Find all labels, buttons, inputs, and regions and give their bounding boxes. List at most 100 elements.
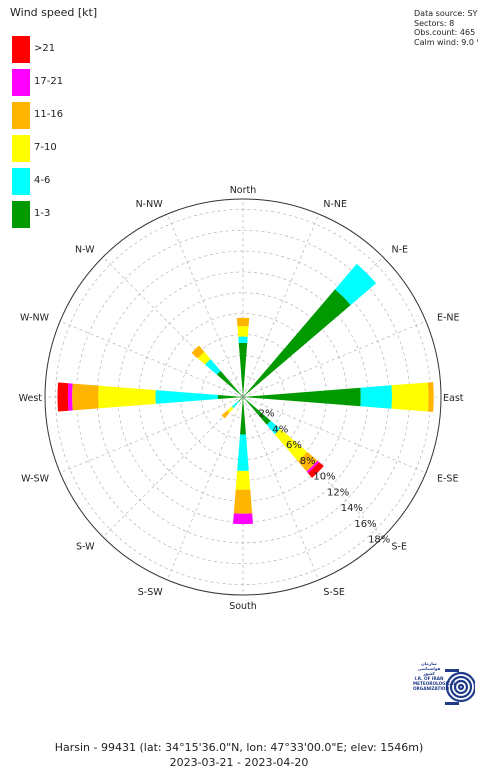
bar-segment-11-16 <box>221 410 230 419</box>
logo-line-1: I.R. OF IRAN <box>414 676 444 681</box>
tick-label-4: 4% <box>272 424 288 435</box>
sectors-text: Sectors: 8 <box>414 18 455 28</box>
bar-segment-4-6 <box>238 336 248 343</box>
direction-label-s-sw: S-SW <box>138 587 163 598</box>
bar-segment-11-16 <box>233 489 253 514</box>
legend-item: >21 <box>12 36 82 63</box>
legend-title: Wind speed [kt] <box>10 6 98 19</box>
bar-segment-7-10 <box>197 351 211 365</box>
legend-item: 1-3 <box>12 201 82 228</box>
bar-segment-4-6 <box>266 420 281 435</box>
bar-segment-1-3 <box>240 397 246 435</box>
bar-segment-1-3 <box>238 342 248 397</box>
legend-item: 7-10 <box>12 135 82 162</box>
legend-label: 17-21 <box>34 76 64 87</box>
sector-s-e <box>243 397 324 478</box>
direction-label-n-e: N-E <box>391 245 408 256</box>
direction-label-n-ne: N-NE <box>323 199 347 210</box>
logo-emblem-icon <box>445 669 477 705</box>
tick-label-2: 2% <box>259 409 275 420</box>
calm-wind-text: Calm wind: 9.0 % <box>414 37 478 47</box>
direction-labels: North N-NE N-E E-NE East E-SE S-E S-SE South S-SW… <box>19 185 464 612</box>
obs-count-text: Obs.count: 465 <box>414 28 476 37</box>
bar-segment-7-10 <box>274 428 308 462</box>
bar-segment-1-3 <box>238 397 243 402</box>
tick-label-12: 12% <box>327 487 349 498</box>
legend-swatch <box>12 201 30 228</box>
bar-segment-1-3 <box>243 387 361 407</box>
direction-label-s-se: S-SE <box>323 587 345 598</box>
bar-segment-11-16 <box>427 382 434 412</box>
bar-segment-1-3 <box>243 397 271 425</box>
outer-circle <box>44 198 442 596</box>
legend-swatch <box>12 69 30 96</box>
date-range: 2023-03-21 - 2023-04-20 <box>169 756 309 769</box>
bar-segment->21 <box>307 461 324 478</box>
logo-line-2: METEOROLOGICAL <box>413 681 457 686</box>
legend-label: 7-10 <box>34 142 57 153</box>
grid-spoke <box>242 396 427 474</box>
grid-spoke <box>166 213 244 398</box>
grid-spoke <box>59 320 244 398</box>
legend-label: 4-6 <box>34 175 51 186</box>
sector-east <box>243 382 434 412</box>
sector-n-e <box>243 263 377 397</box>
bar-segment-7-10 <box>235 470 251 490</box>
direction-label-west: West <box>19 393 43 404</box>
bar-segment-4-6 <box>231 401 239 409</box>
direction-label-east: East <box>443 393 464 404</box>
bar-segment-4-6 <box>360 385 393 409</box>
direction-label-e-ne: E-NE <box>437 313 460 324</box>
sector-south <box>233 397 253 525</box>
sector-n-w <box>191 345 243 397</box>
tick-label-10: 10% <box>313 472 335 483</box>
bar-segment-17-21 <box>67 383 73 411</box>
grid-spoke <box>102 396 244 538</box>
bar-segment-17-21 <box>306 460 320 474</box>
bar-segment-7-10 <box>227 406 234 413</box>
bar-segment-17-21 <box>233 513 253 525</box>
tick-label-18: 18% <box>368 535 390 546</box>
direction-label-s-e: S-E <box>391 541 406 552</box>
legend-swatch <box>12 168 30 195</box>
direction-label-n-w: N-W <box>75 245 95 256</box>
legend-swatch <box>12 135 30 162</box>
direction-label-n-nw: N-NW <box>136 199 164 210</box>
sector-west <box>57 382 243 412</box>
tick-label-6: 6% <box>286 440 302 451</box>
tick-label-8: 8% <box>300 456 316 467</box>
grid-spoke <box>59 396 244 474</box>
direction-label-s-w: S-W <box>76 541 95 552</box>
legend-item: 17-21 <box>12 69 82 96</box>
bar-segment-7-10 <box>237 326 249 337</box>
legend-item: 4-6 <box>12 168 82 195</box>
sector-s-w <box>221 397 243 419</box>
logo-script: سازمان هواشناسی کشور <box>417 661 441 676</box>
legend-label: 1-3 <box>34 208 51 219</box>
tick-label-14: 14% <box>341 503 363 514</box>
bar-segment-7-10 <box>98 385 156 409</box>
bar-segment-4-6 <box>155 390 219 404</box>
legend-item: 11-16 <box>12 102 82 129</box>
bar-segment-4-6 <box>237 434 249 471</box>
direction-label-e-se: E-SE <box>437 473 458 484</box>
bar-segment-4-6 <box>335 263 377 305</box>
bar-segment-1-3 <box>216 370 243 397</box>
legend-label: >21 <box>34 43 56 54</box>
station-info: Data source: SYNOP Sectors: 8 Obs.count:… <box>414 9 478 47</box>
grid-spoke <box>242 396 320 581</box>
bar-segment-1-3 <box>217 395 243 399</box>
bar-segment-4-6 <box>204 358 221 375</box>
grid-spoke <box>166 396 244 581</box>
direction-label-w-sw: W-SW <box>21 473 49 484</box>
logo-text: سازمان هواشناسی کشور I.R. OF IRAN METEOR… <box>413 661 457 691</box>
bar-segment-1-3 <box>243 289 351 397</box>
bar-segment-11-16 <box>72 383 99 411</box>
bar-segment-11-16 <box>191 345 205 359</box>
tick-label-16: 16% <box>354 519 376 530</box>
station-caption: Harsin - 99431 (lat: 34°15'36.0"N, lon: … <box>54 741 424 754</box>
grid-spoke <box>242 213 320 398</box>
bar-segment-7-10 <box>391 382 429 412</box>
bar-segment->21 <box>57 382 69 412</box>
radial-tick-labels: 2% 4% 6% 8% 10% 12% 14% 16% 18% <box>259 409 391 546</box>
